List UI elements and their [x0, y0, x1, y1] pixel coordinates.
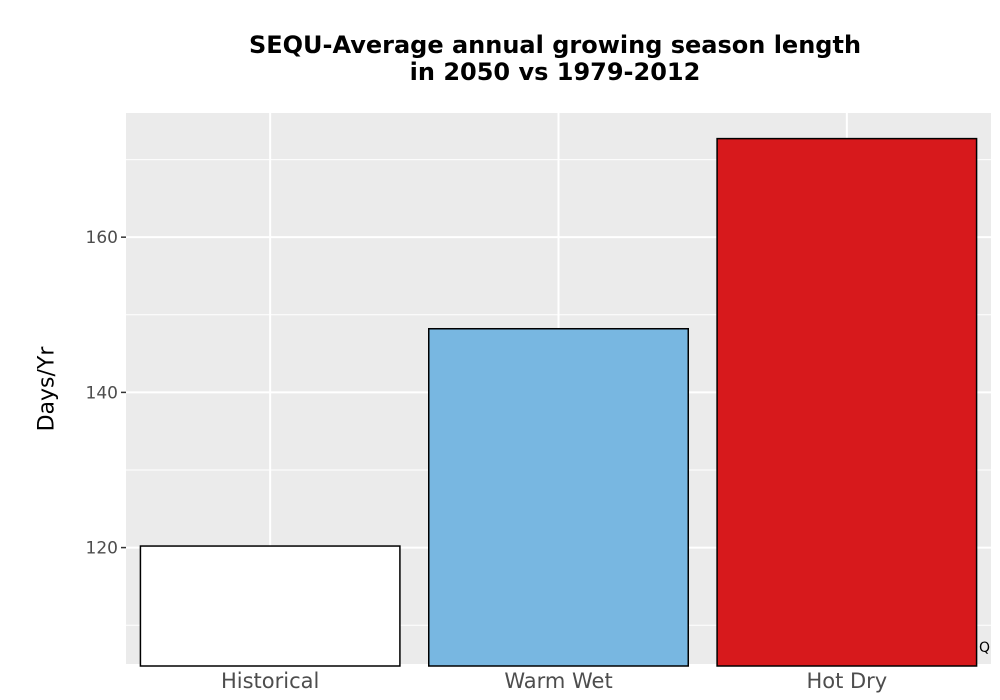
- y-tick-label: 120: [86, 539, 118, 559]
- bar-hot-dry: [716, 137, 978, 667]
- watermark-glyph: Q: [979, 640, 991, 656]
- x-tick-label: Historical: [221, 669, 319, 693]
- y-tick-label: 160: [86, 228, 118, 248]
- bar-warm-wet: [428, 327, 689, 667]
- y-tick-label: 140: [86, 383, 118, 403]
- chart-title-line-1: SEQU-Average annual growing season lengt…: [248, 31, 862, 59]
- x-tick-label: Hot Dry: [806, 669, 887, 693]
- chart-title-line-2: in 2050 vs 1979-2012: [409, 58, 701, 86]
- x-tick-label: Warm Wet: [504, 669, 612, 693]
- bar-historical: [139, 545, 401, 667]
